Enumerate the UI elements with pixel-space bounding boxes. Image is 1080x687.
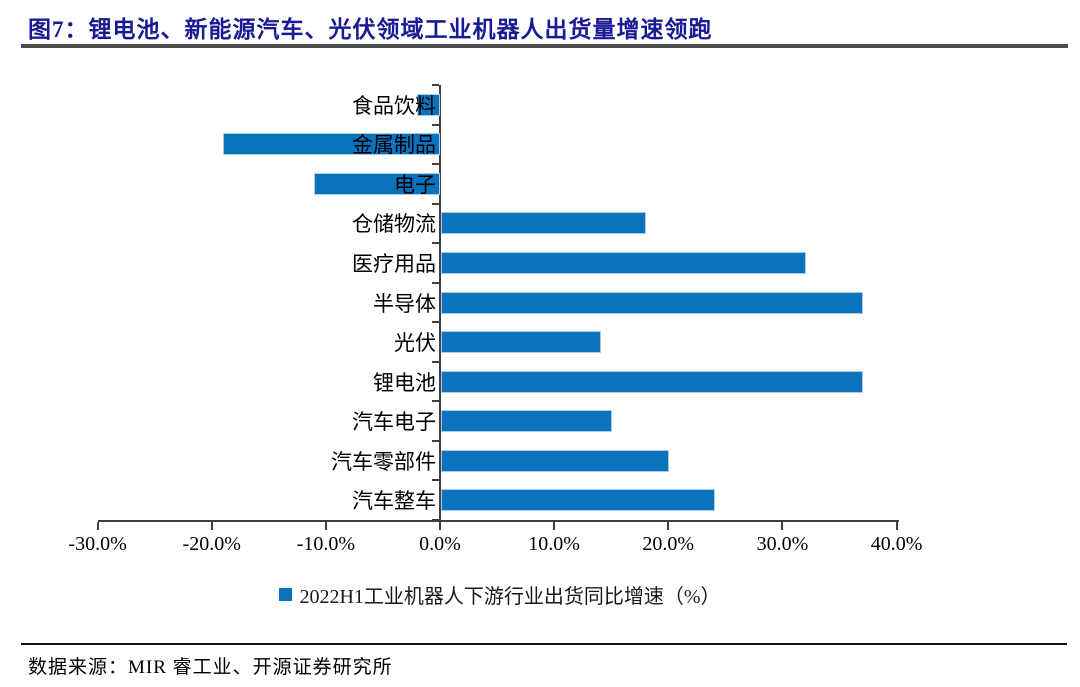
- bar-chart: 食品饮料金属制品电子仓储物流医疗用品半导体光伏锂电池汽车电子汽车零部件汽车整车 -…: [68, 84, 923, 555]
- category-label: 汽车整车: [352, 489, 436, 514]
- bar: [314, 172, 440, 195]
- y-axis-tick: [432, 123, 439, 126]
- y-axis-tick: [432, 360, 439, 363]
- x-axis-tick: [324, 522, 327, 530]
- bar: [223, 133, 440, 156]
- x-axis-tick: [210, 522, 213, 530]
- x-axis-tick: [895, 522, 898, 530]
- y-axis-tick: [432, 163, 439, 166]
- x-tick-label: 0.0%: [419, 533, 461, 555]
- bar: [441, 212, 647, 235]
- bar: [441, 449, 670, 472]
- x-axis-line: [97, 520, 899, 522]
- category-label: 汽车电子: [352, 410, 436, 435]
- category-label: 光伏: [394, 331, 436, 356]
- category-label: 半导体: [373, 291, 436, 316]
- footer-divider: [21, 643, 1067, 645]
- x-tick-label: -20.0%: [182, 533, 241, 555]
- y-axis-tick: [432, 439, 439, 442]
- y-axis-tick: [432, 84, 439, 86]
- x-tick-label: -10.0%: [296, 533, 356, 555]
- x-tick-label: 30.0%: [756, 533, 809, 555]
- y-axis-line: [439, 85, 441, 520]
- x-axis-tick: [781, 522, 784, 530]
- x-axis-tick: [667, 522, 670, 530]
- category-label: 锂电池: [373, 370, 436, 395]
- category-label: 电子: [394, 172, 436, 197]
- data-source: 数据来源：MIR 睿工业、开源证券研究所: [28, 657, 393, 678]
- figure-title: 图7：锂电池、新能源汽车、光伏领域工业机器人出货量增速领跑: [28, 17, 713, 42]
- category-label: 金属制品: [352, 133, 436, 158]
- bar: [441, 370, 864, 393]
- category-label: 医疗用品: [352, 251, 436, 276]
- y-axis-tick: [432, 281, 439, 284]
- bar: [441, 251, 807, 274]
- bar: [441, 331, 601, 354]
- x-tick-label: 20.0%: [642, 533, 695, 555]
- bar: [441, 410, 613, 433]
- legend-marker-icon: [279, 588, 293, 601]
- y-axis-tick: [432, 202, 439, 205]
- y-axis-tick: [432, 479, 439, 482]
- category-label: 仓储物流: [352, 212, 436, 237]
- bar: [417, 93, 440, 116]
- y-axis-tick: [432, 400, 439, 403]
- x-axis-tick: [439, 522, 441, 530]
- legend: 2022H1工业机器人下游行业出货同比增速（%）: [0, 580, 1000, 609]
- x-tick-label: 40.0%: [870, 533, 923, 555]
- y-axis-tick: [432, 242, 439, 245]
- legend-label: 2022H1工业机器人下游行业出货同比增速（%）: [299, 586, 721, 608]
- x-axis-tick: [96, 522, 99, 530]
- title-divider: [21, 44, 1068, 48]
- x-tick-label: -30.0%: [68, 533, 127, 555]
- x-axis-tick: [553, 522, 556, 530]
- bar: [441, 489, 715, 512]
- category-label: 食品饮料: [352, 93, 436, 118]
- category-label: 汽车零部件: [331, 449, 436, 474]
- bar: [441, 291, 864, 314]
- y-axis-tick: [432, 321, 439, 324]
- x-tick-label: 10.0%: [528, 533, 580, 555]
